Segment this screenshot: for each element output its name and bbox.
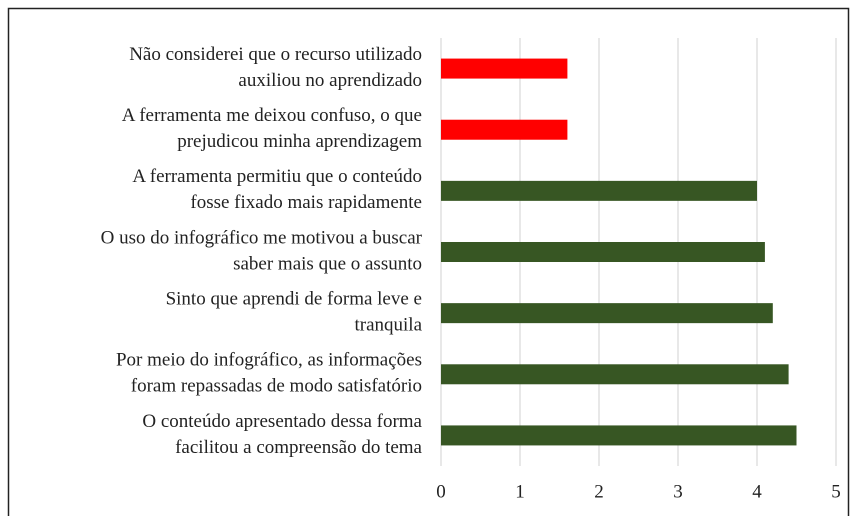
y-tick-label: facilitou a compreensão do tema bbox=[175, 437, 422, 458]
y-tick-label: foram repassadas de modo satisfatório bbox=[131, 376, 422, 397]
x-tick-label: 0 bbox=[436, 481, 446, 502]
y-tick-label: O conteúdo apresentado dessa forma bbox=[142, 411, 422, 432]
bar bbox=[441, 119, 568, 140]
x-tick-label: 2 bbox=[594, 481, 604, 502]
y-tick-label: O uso do infográfico me motivou a buscar bbox=[101, 227, 423, 248]
y-tick-label: A ferramenta permitiu que o conteúdo bbox=[132, 166, 422, 187]
bar bbox=[441, 364, 789, 385]
y-tick-label: tranquila bbox=[354, 315, 422, 336]
y-tick-label: A ferramenta me deixou confuso, o que bbox=[122, 105, 422, 126]
y-tick-label: Não considerei que o recurso utilizado bbox=[129, 44, 422, 65]
x-tick-label: 5 bbox=[831, 481, 841, 502]
y-tick-label: auxiliou no aprendizado bbox=[238, 70, 422, 91]
x-tick-label: 1 bbox=[515, 481, 525, 502]
y-tick-label: Sinto que aprendi de forma leve e bbox=[166, 289, 422, 310]
bar bbox=[441, 180, 757, 201]
y-tick-label: prejudicou minha aprendizagem bbox=[177, 131, 422, 152]
x-tick-label: 4 bbox=[752, 481, 762, 502]
bar bbox=[441, 303, 773, 324]
y-tick-label: Por meio do infográfico, as informações bbox=[116, 350, 422, 371]
bar bbox=[441, 242, 765, 262]
x-tick-label: 3 bbox=[673, 481, 683, 502]
y-tick-label: fosse fixado mais rapidamente bbox=[190, 192, 422, 213]
bar bbox=[441, 58, 568, 79]
bar bbox=[441, 425, 797, 446]
y-tick-label: saber mais que o assunto bbox=[233, 253, 422, 274]
